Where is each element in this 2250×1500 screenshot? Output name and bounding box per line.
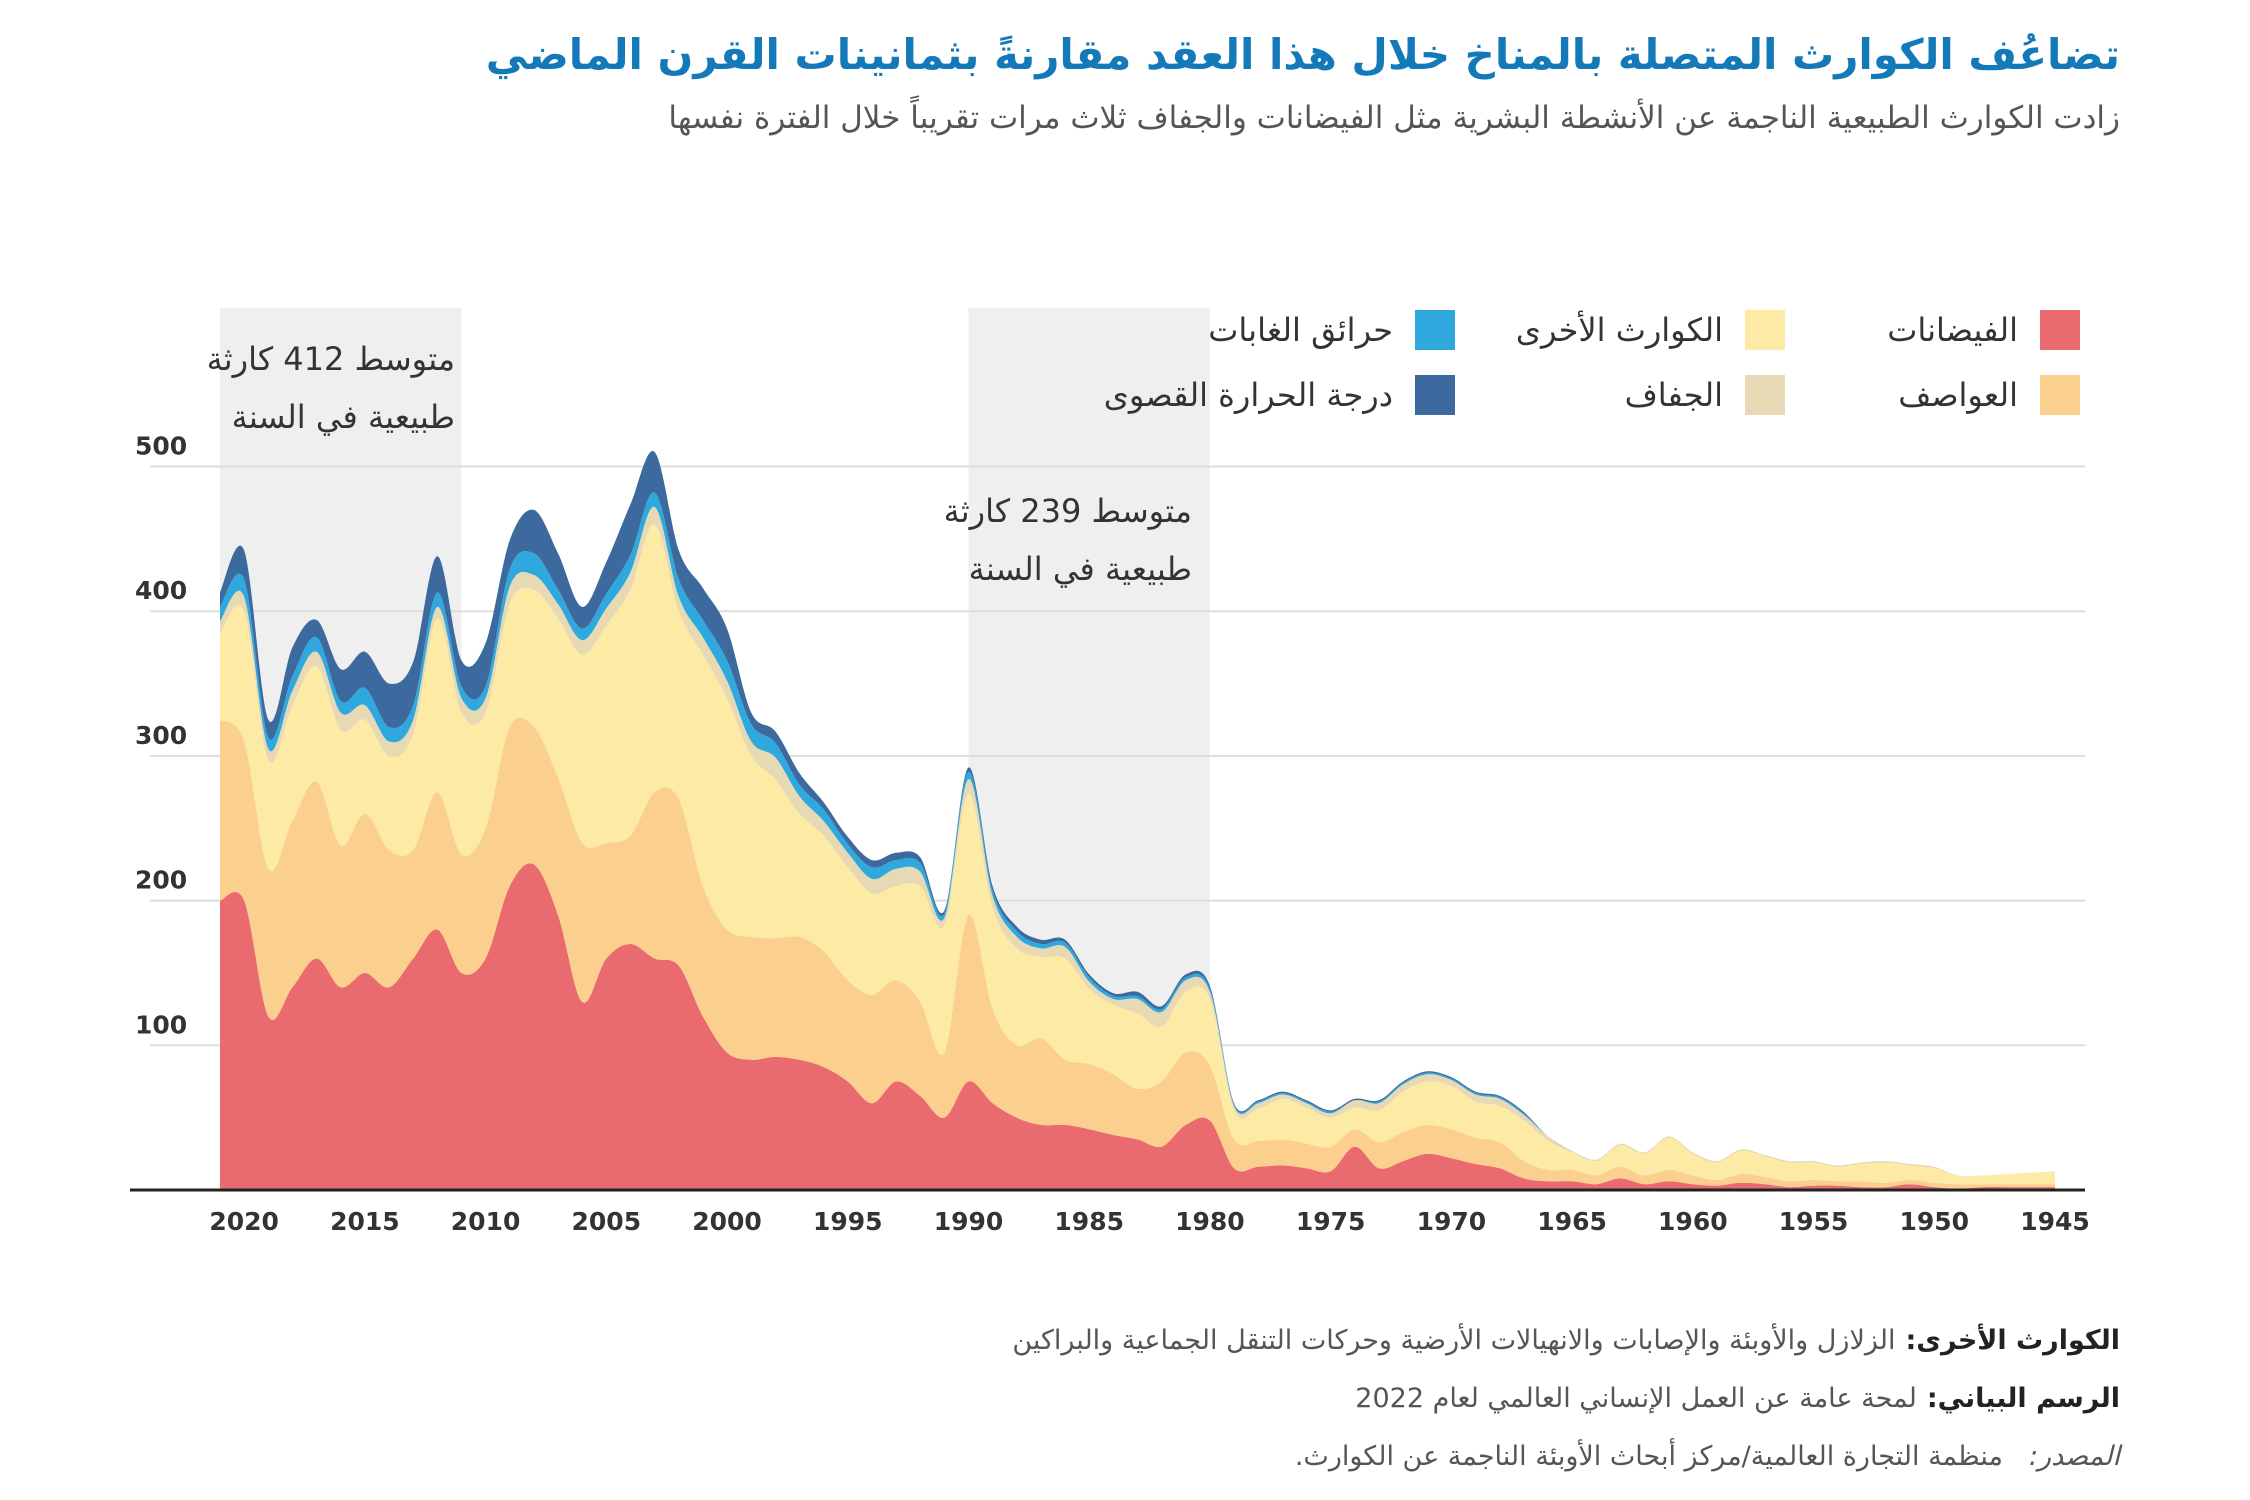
legend-item-extreme-temp: درجة الحرارة القصوى xyxy=(1104,375,1455,415)
footnote-other-disasters: الكوارث الأخرى: الزلازل والأوبئة والإصابا… xyxy=(170,1325,2120,1356)
y-tick-label-400: 400 xyxy=(135,576,187,605)
annotation-recent-line2: طبيعية في السنة xyxy=(231,398,455,436)
footnote-source-label: المصدر: xyxy=(2028,1441,2120,1472)
y-tick-label-500: 500 xyxy=(135,432,187,461)
annotation-recent-line1: متوسط 412 كارثة xyxy=(206,340,455,378)
annotation-recent-average: متوسط 412 كارثة طبيعية في السنة xyxy=(207,330,455,446)
x-tick-label-1945: 1945 xyxy=(2020,1207,2090,1236)
footnote-graphic-label: الرسم البياني: xyxy=(1926,1383,2120,1414)
legend-item-storms: العواصف xyxy=(1898,375,2080,415)
y-tick-label-200: 200 xyxy=(135,866,187,895)
x-tick-label-1985: 1985 xyxy=(1054,1207,1124,1236)
legend-swatch-other xyxy=(1745,310,1785,350)
footnote-other-text: الزلازل والأوبئة والإصابات والانهيالات ا… xyxy=(1012,1325,1896,1356)
y-axis-labels: 100 200 300 400 500 xyxy=(135,432,187,1040)
footnote-graphic-text: لمحة عامة عن العمل الإنساني العالمي لعام… xyxy=(1355,1383,1917,1414)
x-tick-label-2010: 2010 xyxy=(451,1207,521,1236)
legend-swatch-floods xyxy=(2040,310,2080,350)
x-tick-label-1955: 1955 xyxy=(1779,1207,1849,1236)
x-tick-label-1960: 1960 xyxy=(1658,1207,1728,1236)
y-tick-label-300: 300 xyxy=(135,721,187,750)
legend-swatch-drought xyxy=(1745,375,1785,415)
legend-item-other: الكوارث الأخرى xyxy=(1516,310,1785,350)
y-tick-label-100: 100 xyxy=(135,1010,187,1039)
x-axis: 2020 2015 2010 2005 2000 1995 1990 1985 1980 1975… xyxy=(130,1188,2090,1236)
x-tick-label-1990: 1990 xyxy=(934,1207,1004,1236)
legend-swatch-extreme-temp xyxy=(1415,375,1455,415)
legend-item-wildfires: حرائق الغابات xyxy=(1208,310,1455,350)
footnote-graphic: الرسم البياني: لمحة عامة عن العمل الإنسان… xyxy=(170,1383,2120,1414)
legend-label-wildfires: حرائق الغابات xyxy=(1208,311,1393,349)
x-tick-label-1965: 1965 xyxy=(1537,1207,1607,1236)
x-tick-label-1995: 1995 xyxy=(813,1207,883,1236)
area-other xyxy=(220,524,2055,1185)
x-tick-label-2005: 2005 xyxy=(572,1207,642,1236)
x-tick-label-1950: 1950 xyxy=(1899,1207,1969,1236)
x-tick-label-1980: 1980 xyxy=(1175,1207,1245,1236)
footnote-source-text: منظمة التجارة العالمية/مركز أبحاث الأوبئ… xyxy=(1294,1441,2003,1472)
x-tick-label-2020: 2020 xyxy=(209,1207,279,1236)
x-tick-label-1975: 1975 xyxy=(1296,1207,1366,1236)
annotation-eighties-line1: متوسط 239 كارثة xyxy=(943,492,1192,530)
footnote-other-label: الكوارث الأخرى: xyxy=(1905,1325,2120,1356)
legend-label-drought: الجفاف xyxy=(1624,376,1723,414)
x-tick-label-2000: 2000 xyxy=(692,1207,762,1236)
annotation-eighties-line2: طبيعية في السنة xyxy=(968,550,1192,588)
x-tick-label-1970: 1970 xyxy=(1417,1207,1487,1236)
legend-label-other: الكوارث الأخرى xyxy=(1515,311,1723,349)
footnote-source: المصدر: منظمة التجارة العالمية/مركز أبحاث… xyxy=(170,1441,2120,1472)
chart-subtitle: زادت الكوارث الطبيعية الناجمة عن الأنشطة… xyxy=(668,100,2120,136)
legend-item-drought: الجفاف xyxy=(1625,375,1785,415)
x-tick-label-2015: 2015 xyxy=(330,1207,400,1236)
chart-title: تضاعُف الكوارث المتصلة بالمناخ خلال هذا … xyxy=(485,30,2120,79)
legend-swatch-wildfires xyxy=(1415,310,1455,350)
legend-label-extreme-temp: درجة الحرارة القصوى xyxy=(1103,376,1393,414)
legend-item-floods: الفيضانات xyxy=(1887,310,2080,350)
legend-swatch-storms xyxy=(2040,375,2080,415)
annotation-eighties-average: متوسط 239 كارثة طبيعية في السنة xyxy=(944,482,1192,598)
area-series xyxy=(220,451,2055,1190)
legend-label-floods: الفيضانات xyxy=(1887,311,2018,349)
legend-label-storms: العواصف xyxy=(1898,376,2018,414)
area-floods xyxy=(220,863,2055,1190)
area-storms xyxy=(220,717,2055,1189)
